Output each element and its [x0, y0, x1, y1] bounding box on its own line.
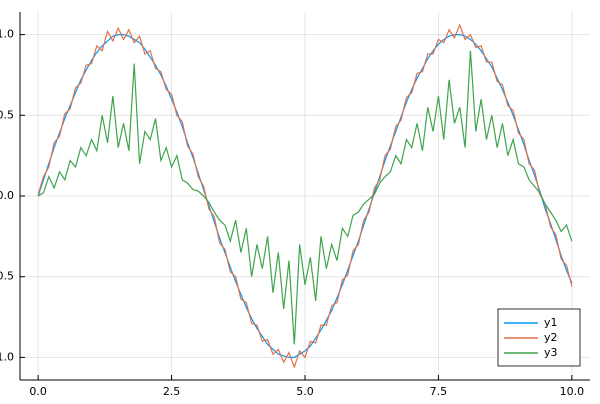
y-tick-label: 1.0: [0, 28, 14, 41]
legend-label: y2: [544, 331, 558, 344]
series-line: [37, 34, 573, 358]
legend-label: y3: [544, 346, 558, 359]
legend-label: y1: [544, 316, 558, 329]
series-line: [37, 50, 573, 345]
x-tick-label: 10.0: [560, 385, 585, 398]
y-tick-label: -0.5: [0, 270, 14, 283]
x-tick-label: 5.0: [296, 385, 314, 398]
y-tick-label: 0.5: [0, 108, 14, 121]
x-tick-label: 2.5: [163, 385, 181, 398]
y-tick-label: -1.0: [0, 350, 14, 363]
x-tick-label: 7.5: [430, 385, 448, 398]
series-line: [37, 23, 573, 369]
y-tick-label: 0.0: [0, 189, 14, 202]
x-tick-label: 0.0: [29, 385, 47, 398]
